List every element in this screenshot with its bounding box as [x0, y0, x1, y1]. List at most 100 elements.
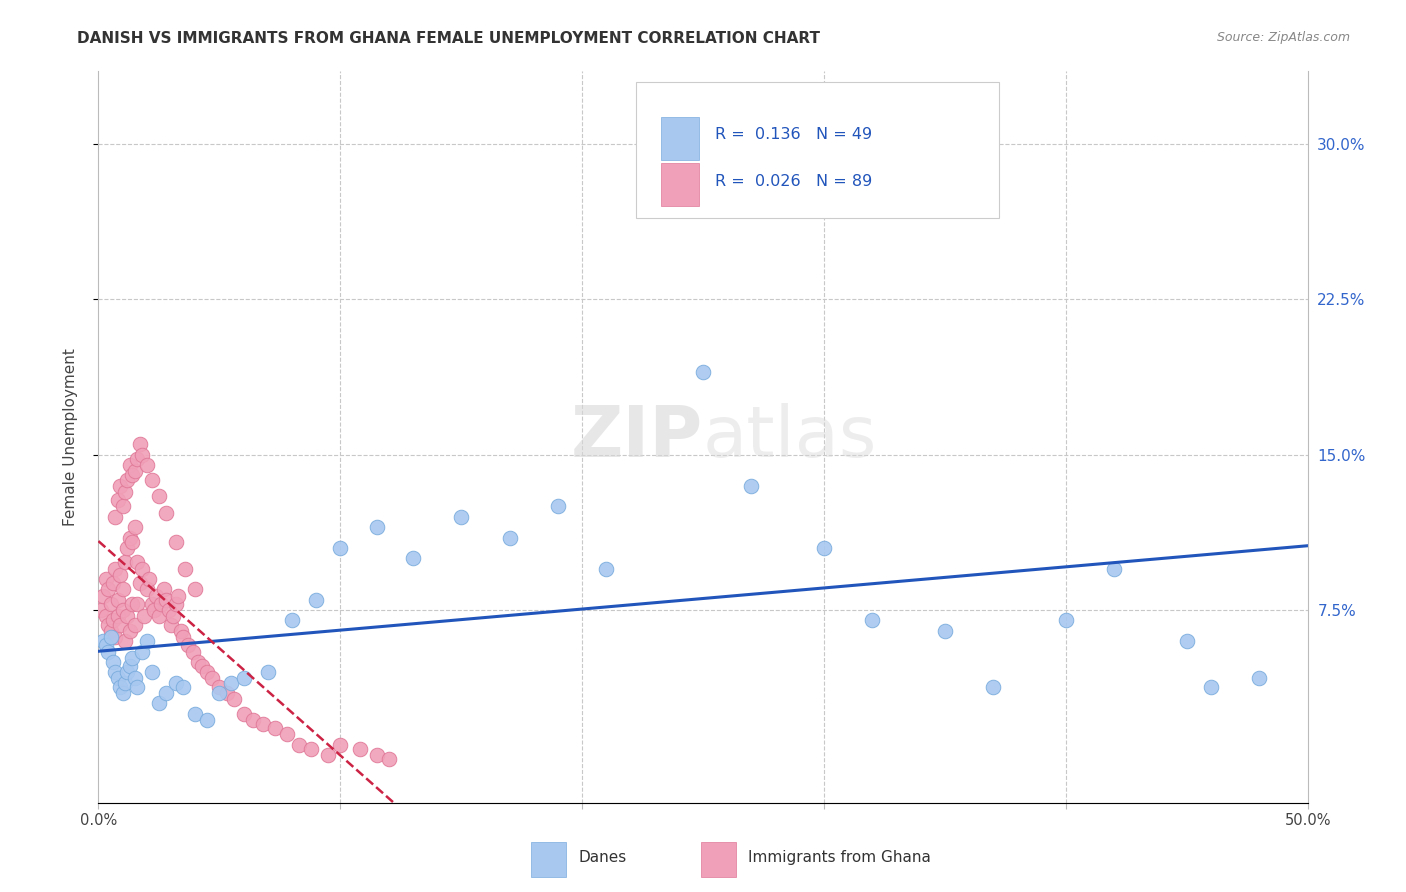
Text: DANISH VS IMMIGRANTS FROM GHANA FEMALE UNEMPLOYMENT CORRELATION CHART: DANISH VS IMMIGRANTS FROM GHANA FEMALE U…: [77, 31, 820, 46]
Point: [121, 534, 143, 549]
Point: [141, 473, 163, 487]
Point: [111, 686, 134, 700]
Point: [165, 675, 187, 690]
Point: [124, 464, 146, 478]
Point: [108, 680, 131, 694]
Point: [111, 603, 134, 617]
Point: [201, 672, 224, 686]
Point: [121, 468, 143, 483]
Point: [108, 617, 131, 632]
Point: [117, 609, 139, 624]
Point: [104, 665, 127, 680]
Point: [111, 500, 134, 514]
Point: [155, 686, 177, 700]
Point: [152, 582, 174, 597]
Point: [138, 572, 160, 586]
Point: [127, 556, 149, 570]
Text: ZIP: ZIP: [571, 402, 703, 472]
Text: R =  0.026   N = 89: R = 0.026 N = 89: [716, 174, 872, 188]
Point: [150, 597, 173, 611]
Point: [329, 738, 352, 752]
Point: [195, 665, 218, 680]
Point: [264, 721, 287, 735]
Point: [118, 624, 141, 638]
Point: [101, 576, 124, 591]
Text: Source: ZipAtlas.com: Source: ZipAtlas.com: [1216, 31, 1350, 45]
Point: [101, 655, 124, 669]
Point: [1054, 614, 1077, 628]
Point: [349, 742, 371, 756]
Point: [114, 556, 136, 570]
Point: [135, 634, 157, 648]
FancyBboxPatch shape: [661, 163, 699, 206]
Point: [1199, 680, 1222, 694]
Point: [148, 609, 170, 624]
Point: [242, 713, 264, 727]
Point: [299, 742, 322, 756]
Point: [366, 520, 388, 534]
Point: [143, 603, 166, 617]
Point: [134, 609, 156, 624]
Point: [288, 738, 311, 752]
Point: [148, 696, 170, 710]
Point: [155, 506, 177, 520]
Point: [118, 659, 141, 673]
Point: [94, 609, 117, 624]
Point: [1249, 672, 1271, 686]
Point: [181, 644, 204, 658]
Point: [740, 479, 762, 493]
Point: [305, 592, 328, 607]
Point: [128, 437, 150, 451]
Point: [94, 638, 117, 652]
Point: [117, 541, 139, 555]
Point: [281, 614, 304, 628]
Point: [108, 567, 131, 582]
Y-axis label: Female Unemployment: Female Unemployment: [63, 348, 77, 526]
Point: [124, 617, 146, 632]
Point: [450, 509, 472, 524]
Point: [141, 665, 163, 680]
Text: atlas: atlas: [703, 402, 877, 472]
Text: Danes: Danes: [578, 850, 627, 865]
Point: [90, 603, 112, 617]
Point: [813, 541, 835, 555]
FancyBboxPatch shape: [700, 841, 735, 878]
Point: [100, 624, 122, 638]
Point: [162, 609, 184, 624]
Point: [169, 624, 191, 638]
Point: [127, 597, 149, 611]
Point: [131, 448, 153, 462]
Point: [172, 680, 194, 694]
Point: [172, 630, 194, 644]
Point: [692, 365, 714, 379]
Point: [498, 531, 520, 545]
Point: [208, 686, 231, 700]
Point: [121, 597, 143, 611]
Point: [121, 650, 143, 665]
Point: [256, 665, 278, 680]
Point: [167, 589, 190, 603]
Point: [118, 458, 141, 472]
Point: [124, 520, 146, 534]
Point: [547, 500, 569, 514]
Point: [160, 617, 183, 632]
Point: [91, 589, 114, 603]
Point: [141, 597, 163, 611]
Point: [165, 597, 187, 611]
Point: [177, 638, 200, 652]
Point: [114, 485, 136, 500]
Point: [111, 582, 134, 597]
Point: [148, 489, 170, 503]
Point: [114, 675, 136, 690]
Point: [107, 592, 129, 607]
Point: [104, 630, 127, 644]
Point: [135, 582, 157, 597]
Point: [97, 644, 120, 658]
Point: [107, 609, 129, 624]
Point: [222, 692, 245, 706]
Point: [101, 614, 124, 628]
Point: [934, 624, 956, 638]
Point: [127, 680, 149, 694]
Point: [97, 617, 120, 632]
Point: [124, 672, 146, 686]
